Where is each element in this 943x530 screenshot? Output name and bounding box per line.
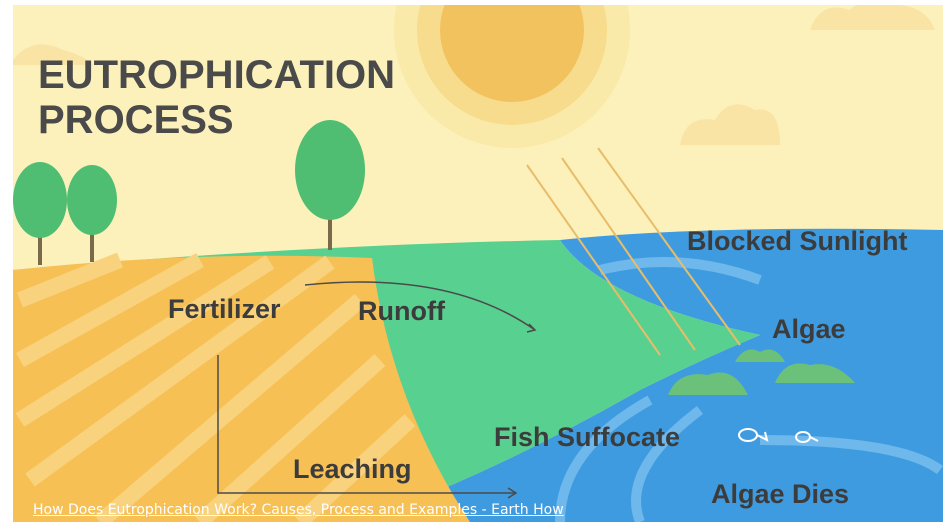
label: Blocked Sunlight: [687, 226, 908, 256]
label: Fish Suffocate: [494, 422, 680, 452]
label: Algae Dies: [711, 479, 849, 509]
label: Runoff: [358, 296, 446, 326]
illustration: EUTROPHICATION PROCESS Blocked Sunlight …: [0, 0, 943, 530]
label: Leaching: [293, 454, 412, 484]
page: EUTROPHICATION PROCESS Blocked Sunlight …: [0, 0, 943, 530]
title-line: EUTROPHICATION: [38, 53, 395, 97]
scene: EUTROPHICATION PROCESS Blocked Sunlight …: [13, 0, 943, 522]
cloud: [810, 0, 935, 30]
caption-link[interactable]: How Does Eutrophication Work? Causes, Pr…: [33, 502, 564, 518]
label: Algae: [772, 314, 846, 344]
title-line: PROCESS: [38, 98, 234, 142]
label: Fertilizer: [168, 294, 281, 324]
